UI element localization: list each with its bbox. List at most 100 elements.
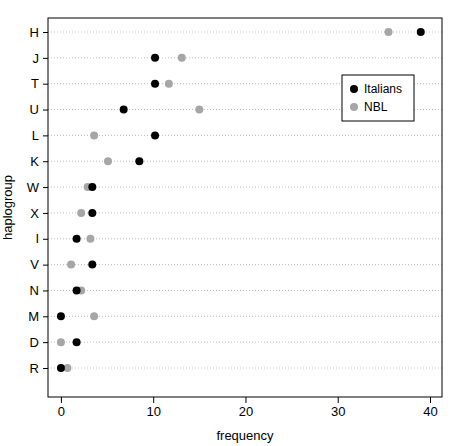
- dot: [90, 312, 98, 320]
- legend-marker: [350, 85, 358, 93]
- y-tick-mark: [43, 161, 48, 162]
- dot: [57, 338, 65, 346]
- y-tick-label: J: [33, 51, 40, 66]
- dot: [88, 261, 96, 269]
- x-tick-mark: [61, 397, 62, 403]
- dot: [151, 54, 159, 62]
- legend-label: Italians: [364, 82, 402, 96]
- legend: Italians NBL: [342, 75, 414, 121]
- y-tick: X: [30, 206, 48, 221]
- y-tick: K: [30, 154, 48, 169]
- y-tick-mark: [43, 84, 48, 85]
- plot-frame: [48, 18, 442, 397]
- dot: [120, 106, 128, 114]
- y-tick-mark: [43, 368, 48, 369]
- grid-line: [48, 290, 442, 291]
- grid-line: [48, 57, 442, 58]
- y-tick: I: [35, 231, 48, 246]
- grid-line: [48, 187, 442, 188]
- grid-line: [48, 316, 442, 317]
- y-tick: D: [30, 335, 48, 350]
- dot: [88, 209, 96, 217]
- y-tick-mark: [43, 316, 48, 317]
- y-tick: W: [27, 180, 48, 195]
- y-tick: M: [28, 309, 48, 324]
- y-tick: N: [30, 283, 48, 298]
- y-tick-mark: [43, 213, 48, 214]
- dot: [73, 338, 81, 346]
- y-tick-label: K: [30, 154, 39, 169]
- dot: [57, 364, 65, 372]
- legend-marker: [350, 103, 358, 111]
- y-tick: U: [30, 102, 48, 117]
- grid-line: [48, 135, 442, 136]
- dot: [77, 209, 85, 217]
- legend-box: [342, 75, 414, 121]
- y-tick-mark: [43, 290, 48, 291]
- x-tick-label: 40: [423, 404, 437, 419]
- y-tick-mark: [43, 110, 48, 111]
- y-tick-mark: [43, 32, 48, 33]
- y-tick-label: H: [30, 25, 39, 40]
- y-tick-label: M: [28, 309, 39, 324]
- y-tick: L: [32, 128, 48, 143]
- legend-label: NBL: [364, 100, 388, 114]
- dot: [178, 54, 186, 62]
- dot: [384, 28, 392, 36]
- x-tick-mark: [245, 397, 246, 403]
- dot: [151, 131, 159, 139]
- series: [57, 28, 425, 372]
- dot: [195, 106, 203, 114]
- y-tick: H: [30, 25, 48, 40]
- x-tick-mark: [153, 397, 154, 403]
- x-tick-mark: [430, 397, 431, 403]
- x-tick-label: 30: [331, 404, 345, 419]
- grid-line: [48, 212, 442, 213]
- grid-line: [48, 32, 442, 33]
- dot: [73, 286, 81, 294]
- y-tick-label: D: [30, 335, 39, 350]
- x-tick: 30: [331, 397, 345, 419]
- x-tick: 40: [423, 397, 437, 419]
- x-tick: 0: [58, 397, 65, 419]
- dot: [86, 235, 94, 243]
- y-tick: R: [30, 361, 48, 376]
- y-tick-label: V: [30, 257, 39, 272]
- dot: [67, 261, 75, 269]
- dot: [135, 157, 143, 165]
- dot: [151, 80, 159, 88]
- x-tick-label: 10: [146, 404, 160, 419]
- grid-line: [48, 238, 442, 239]
- data-points: [57, 28, 425, 372]
- y-tick: T: [31, 76, 48, 91]
- dot: [73, 235, 81, 243]
- y-tick-mark: [43, 58, 48, 59]
- grid-line: [48, 342, 442, 343]
- dot: [88, 183, 96, 191]
- y-tick: J: [33, 51, 49, 66]
- x-tick-label: 0: [58, 404, 65, 419]
- grid-line: [48, 368, 442, 369]
- x-axis-line: [49, 398, 443, 404]
- y-tick-label: R: [30, 361, 39, 376]
- y-tick-label: W: [27, 180, 40, 195]
- chart: 010203040HJTULKWXIVNMDRfrequencyhaplogro…: [0, 0, 450, 446]
- x-axis: 0 10 20 30 40: [49, 397, 443, 419]
- x-tick-label: 20: [239, 404, 253, 419]
- y-tick-mark: [43, 239, 48, 240]
- x-tick: 20: [239, 397, 253, 419]
- grid-line: [48, 264, 442, 265]
- dot: [90, 131, 98, 139]
- dot: [104, 157, 112, 165]
- y-tick-label: X: [30, 206, 39, 221]
- x-tick: 10: [146, 397, 160, 419]
- dot: [57, 312, 65, 320]
- y-tick-mark: [43, 135, 48, 136]
- y-tick-mark: [43, 187, 48, 188]
- y-tick-label: L: [32, 128, 39, 143]
- y-tick-label: T: [31, 76, 39, 91]
- y-tick: V: [30, 257, 48, 272]
- y-axis: HJTULKWXIVNMDR: [27, 25, 49, 376]
- dot: [165, 80, 173, 88]
- y-tick-label: N: [30, 283, 39, 298]
